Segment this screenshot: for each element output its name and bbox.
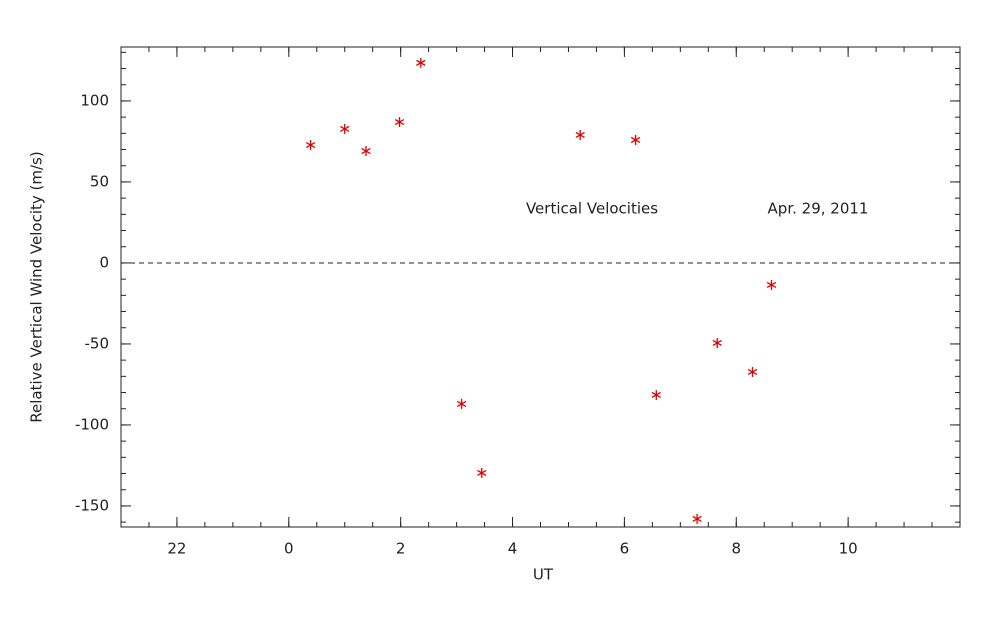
data-point	[712, 337, 722, 348]
data-point	[361, 146, 371, 157]
annotation: Apr. 29, 2011	[768, 200, 869, 218]
data-point	[340, 123, 350, 134]
y-tick-label: 0	[99, 253, 109, 271]
data-point	[651, 389, 661, 400]
x-tick-label: 22	[167, 540, 186, 558]
data-point	[416, 57, 426, 68]
plot-frame	[120, 46, 961, 528]
y-tick-label: -100	[75, 415, 109, 433]
x-tick-label: 2	[396, 540, 406, 558]
y-tick-label: -150	[75, 496, 109, 514]
data-point	[630, 134, 641, 145]
data-point	[747, 366, 758, 377]
x-axis-label: UT	[533, 566, 554, 584]
x-tick-label: 8	[731, 540, 741, 558]
data-point	[477, 467, 487, 478]
data-point	[766, 279, 777, 290]
x-tick-label: 6	[620, 540, 630, 558]
annotation: Vertical Velocities	[526, 200, 658, 218]
data-point	[692, 513, 702, 524]
y-tick-label: 50	[90, 172, 109, 190]
y-tick-label: -50	[85, 334, 110, 352]
x-tick-label: 0	[284, 540, 294, 558]
x-tick-label: 10	[839, 540, 858, 558]
data-point	[394, 117, 405, 128]
data-point	[305, 140, 316, 151]
y-axis-label: Relative Vertical Wind Velocity (m/s)	[28, 151, 46, 422]
y-tick-label: 100	[80, 91, 109, 109]
x-tick-label: 4	[508, 540, 518, 558]
data-point	[575, 129, 585, 140]
data-point	[456, 398, 467, 409]
